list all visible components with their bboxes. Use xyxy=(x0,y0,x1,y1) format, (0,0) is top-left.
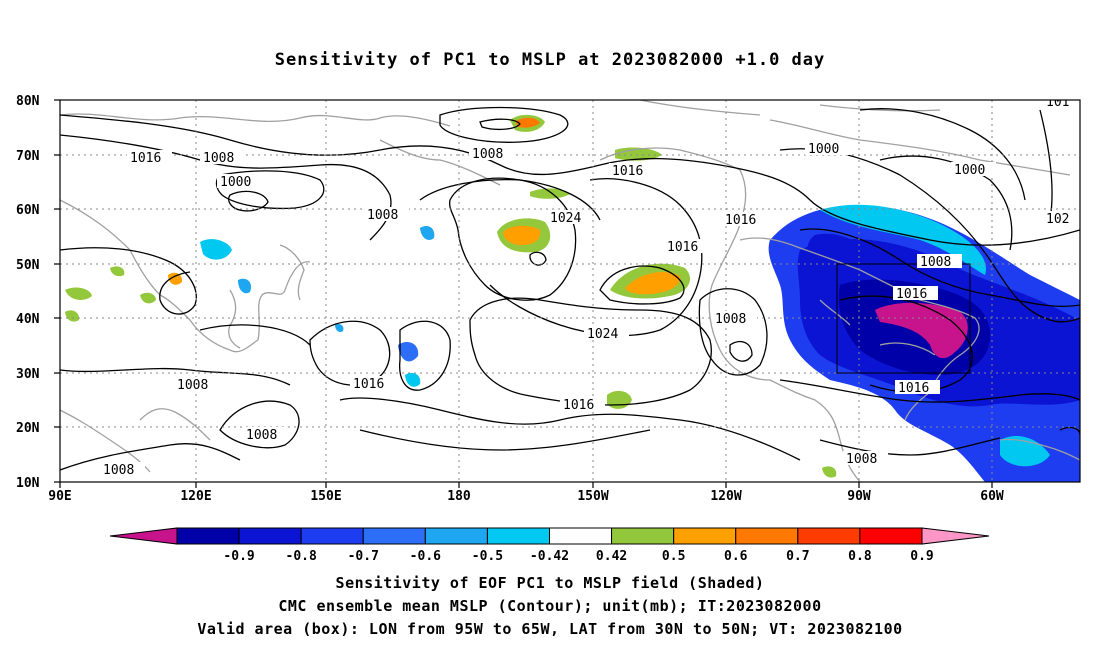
lon-label: 150W xyxy=(577,489,608,504)
contour-label: 1016 xyxy=(612,164,643,179)
negative-blob-asia-1 xyxy=(200,239,232,260)
contour-label: 1008 xyxy=(103,463,134,478)
lat-label: 60N xyxy=(16,203,40,218)
colorbar-label: -0.9 xyxy=(223,549,254,564)
colorbar-label: -0.7 xyxy=(348,549,379,564)
lon-label: 60W xyxy=(980,489,1004,504)
lon-label: 180 xyxy=(447,489,471,504)
colorbar-label: 0.6 xyxy=(724,549,748,564)
contour-labels: 1016 1008 1000 1008 1008 1024 1016 1016 … xyxy=(100,95,1080,478)
negative-blob-pacific-2 xyxy=(405,372,421,387)
colorbar-cell xyxy=(176,527,240,545)
colorbar-label: -0.6 xyxy=(410,549,441,564)
lon-label: 120W xyxy=(710,489,741,504)
contour-label: 1008 xyxy=(472,147,503,162)
colorbar-cell xyxy=(238,527,302,545)
contour-label: 1008 xyxy=(846,452,877,467)
colorbar-low-extension xyxy=(109,527,178,545)
contour-label: 101 xyxy=(1046,95,1069,110)
colorbar-label: 0.7 xyxy=(786,549,809,564)
footer-line-1: Sensitivity of EOF PC1 to MSLP field (Sh… xyxy=(335,574,765,592)
positive-blob-atlantic xyxy=(822,466,837,478)
lon-label: 90E xyxy=(48,489,71,504)
colorbar-cell xyxy=(549,527,613,545)
contour-label: 1008 xyxy=(177,378,208,393)
colorbar-label: -0.42 xyxy=(530,549,569,564)
map-title: Sensitivity of PC1 to MSLP at 2023082000… xyxy=(274,50,826,70)
contour-label: 1016 xyxy=(725,213,756,228)
lat-label: 50N xyxy=(16,258,40,273)
lon-label: 120E xyxy=(180,489,211,504)
contour-label: 1016 xyxy=(130,151,161,166)
contour-label: 1016 xyxy=(563,398,594,413)
lat-label: 20N xyxy=(16,421,40,436)
footer-line-2: CMC ensemble mean MSLP (Contour); unit(m… xyxy=(278,597,822,615)
colorbar-cell xyxy=(362,527,426,545)
contour-label: 1000 xyxy=(808,142,839,157)
mslp-contours xyxy=(60,106,1080,471)
contour-label: 1000 xyxy=(954,163,985,178)
lat-label: 30N xyxy=(16,367,40,382)
lon-label: 90W xyxy=(847,489,871,504)
contour-label: 1024 xyxy=(550,211,581,226)
colorbar-label: -0.5 xyxy=(472,549,503,564)
negative-blob-pacific-3 xyxy=(420,226,435,240)
footer-line-3: Valid area (box): LON from 95W to 65W, L… xyxy=(197,620,903,638)
positive-blob-bering xyxy=(530,188,570,199)
positive-blob-asia-5 xyxy=(110,266,125,277)
positive-blob-pacific-1-core xyxy=(625,272,681,295)
contour-label: 102 xyxy=(1046,212,1069,227)
negative-blob-pacific-1 xyxy=(398,342,419,362)
lat-label: 80N xyxy=(16,94,40,109)
colorbar: -0.9 -0.8 -0.7 -0.6 -0.5 -0.42 0.42 0.5 0.6 0.7 0.… xyxy=(109,527,990,564)
negative-region-west xyxy=(807,233,870,269)
positive-blob-asia-2 xyxy=(168,272,183,285)
map-plot-area: 1016 1008 1000 1008 1008 1024 1016 1016 … xyxy=(60,95,1080,482)
colorbar-label: -0.8 xyxy=(286,549,317,564)
colorbar-label: 0.42 xyxy=(596,549,627,564)
colorbar-label: 0.5 xyxy=(662,549,685,564)
positive-blob-asia-4 xyxy=(65,310,80,322)
positive-blob-pacific-2-core xyxy=(503,225,541,246)
positive-blob-asia-1 xyxy=(140,292,156,304)
axis-ticks xyxy=(54,99,993,488)
contour-label: 1016 xyxy=(667,240,698,255)
colorbar-label: 0.8 xyxy=(848,549,872,564)
contour-label: 1024 xyxy=(587,327,618,342)
contour-label: 1016 xyxy=(353,377,384,392)
negative-blob-asia-2 xyxy=(238,278,252,294)
longitude-labels: 90E 120E 150E 180 150W 120W 90W 60W xyxy=(48,489,1004,504)
negative-blob-pacific-4 xyxy=(335,323,344,333)
lat-label: 10N xyxy=(16,476,40,491)
lat-label: 40N xyxy=(16,312,40,327)
colorbar-cell xyxy=(300,527,364,545)
contour-label: 1016 xyxy=(898,381,929,396)
colorbar-cell xyxy=(424,527,488,545)
contour-label: 1008 xyxy=(715,312,746,327)
colorbar-cell xyxy=(797,527,861,545)
lat-label: 70N xyxy=(16,149,40,164)
contour-label: 1000 xyxy=(220,175,251,190)
valid-area-box xyxy=(836,263,971,374)
map-frame xyxy=(59,99,1081,483)
colorbar-cell xyxy=(486,527,550,545)
colorbar-high-extension xyxy=(921,527,990,545)
latitude-labels: 80N 70N 60N 50N 40N 30N 20N 10N xyxy=(16,94,40,491)
colorbar-cell xyxy=(859,527,923,545)
lon-label: 150E xyxy=(310,489,341,504)
colorbar-cell xyxy=(673,527,737,545)
contour-label: 1016 xyxy=(896,287,927,302)
shaded-sensitivity xyxy=(65,114,1080,482)
colorbar-cell xyxy=(611,527,675,545)
contour-label: 1008 xyxy=(203,151,234,166)
colorbar-label: 0.9 xyxy=(910,549,933,564)
contour-label: 1008 xyxy=(920,255,951,270)
contour-label: 1008 xyxy=(367,208,398,223)
contour-label: 1008 xyxy=(246,428,277,443)
positive-blob-arctic-core xyxy=(516,117,540,128)
negative-region-light xyxy=(820,204,986,275)
positive-blob-asia-3 xyxy=(65,287,92,300)
colorbar-cell xyxy=(735,527,799,545)
